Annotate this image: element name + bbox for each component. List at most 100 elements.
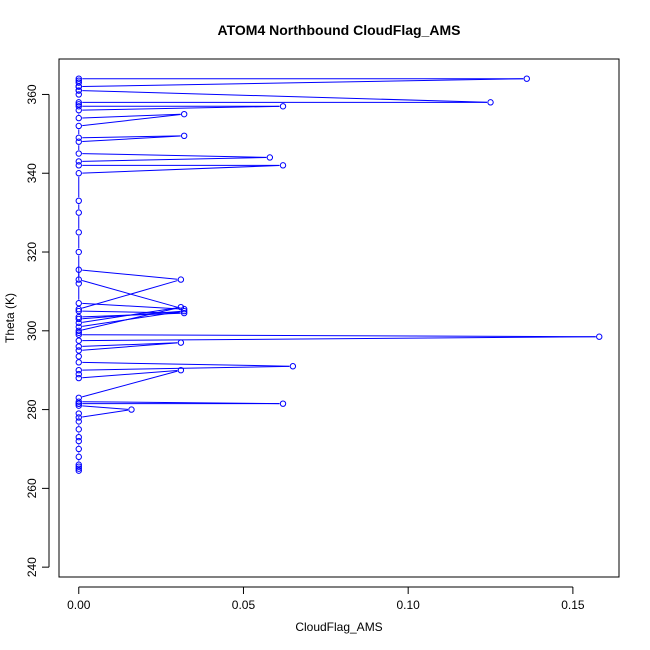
series-line-segment bbox=[82, 302, 181, 310]
series-line-segment bbox=[82, 113, 181, 119]
data-point bbox=[75, 461, 82, 468]
y-tick-label: 300 bbox=[25, 320, 39, 340]
y-tick-label: 280 bbox=[25, 399, 39, 419]
data-point bbox=[279, 400, 287, 407]
series-line-segment bbox=[82, 361, 290, 367]
data-point bbox=[75, 329, 82, 336]
data-point bbox=[75, 445, 82, 453]
data-point bbox=[75, 197, 82, 205]
data-point bbox=[487, 99, 494, 106]
y-tick-label: 240 bbox=[25, 557, 39, 577]
series-line-segment bbox=[82, 164, 280, 174]
chart-title: ATOM4 Northbound CloudFlag_AMS bbox=[218, 22, 461, 38]
x-tick-label: 0.05 bbox=[232, 598, 256, 612]
data-point bbox=[75, 394, 82, 401]
data-point bbox=[75, 337, 82, 344]
data-point bbox=[75, 280, 82, 287]
data-point bbox=[279, 103, 287, 110]
series-line-segment bbox=[82, 401, 280, 405]
series-line-segment bbox=[82, 334, 596, 338]
data-point bbox=[75, 414, 82, 421]
data-point bbox=[180, 132, 188, 140]
data-point bbox=[180, 309, 188, 317]
data-point bbox=[75, 77, 82, 84]
x-tick-label: 0.00 bbox=[67, 598, 91, 612]
data-point bbox=[75, 323, 82, 331]
series-line-segment bbox=[81, 280, 181, 309]
series-line-segment bbox=[82, 135, 181, 139]
data-point bbox=[75, 465, 82, 472]
data-point bbox=[266, 154, 274, 161]
x-tick-label: 0.15 bbox=[561, 598, 585, 612]
data-point bbox=[279, 162, 287, 169]
data-point bbox=[75, 319, 82, 327]
data-point bbox=[75, 158, 82, 165]
data-point bbox=[177, 303, 185, 311]
data-point bbox=[75, 107, 82, 114]
series-line-segment bbox=[82, 153, 267, 158]
data-point bbox=[75, 366, 82, 374]
data-point bbox=[75, 307, 82, 315]
data-point bbox=[75, 101, 82, 108]
data-point bbox=[75, 315, 82, 323]
data-point bbox=[75, 79, 82, 86]
data-point bbox=[75, 400, 82, 407]
data-point bbox=[177, 276, 185, 283]
data-point bbox=[75, 91, 82, 98]
data-point bbox=[180, 307, 188, 315]
data-point bbox=[75, 229, 82, 236]
data-point bbox=[75, 331, 82, 338]
data-point bbox=[523, 75, 530, 82]
data-point bbox=[75, 300, 82, 307]
data-point bbox=[75, 437, 82, 445]
data-point bbox=[75, 402, 82, 409]
data-point bbox=[75, 99, 82, 106]
series-line-segment bbox=[82, 336, 596, 342]
series-line-segment bbox=[82, 405, 129, 410]
series-line-segment bbox=[82, 78, 524, 88]
data-point bbox=[75, 87, 82, 94]
series-line-segment bbox=[82, 114, 181, 127]
data-point bbox=[177, 366, 185, 374]
data-point bbox=[75, 418, 82, 425]
series-line-segment bbox=[82, 342, 178, 351]
data-point bbox=[75, 426, 82, 433]
y-tick-label: 340 bbox=[25, 163, 39, 183]
data-point bbox=[177, 339, 185, 346]
data-point bbox=[75, 162, 82, 169]
data-point bbox=[180, 110, 188, 118]
data-point bbox=[75, 343, 82, 350]
data-point bbox=[75, 75, 82, 82]
series-line-segment bbox=[82, 135, 181, 143]
series-line-segment bbox=[82, 157, 267, 162]
y-tick-label: 320 bbox=[25, 242, 39, 262]
x-tick-label: 0.10 bbox=[396, 598, 420, 612]
data-point bbox=[75, 248, 82, 256]
data-point bbox=[75, 374, 82, 382]
data-point bbox=[75, 467, 82, 474]
data-point bbox=[75, 353, 82, 360]
series-line-segment bbox=[82, 269, 178, 280]
data-point bbox=[75, 453, 82, 461]
plot-frame bbox=[58, 58, 620, 578]
series-line-segment bbox=[82, 90, 488, 103]
data-point bbox=[75, 103, 82, 110]
series-line-segment bbox=[82, 310, 181, 314]
data-point bbox=[75, 150, 82, 157]
data-point bbox=[75, 83, 82, 90]
data-point bbox=[75, 327, 82, 335]
data-point bbox=[75, 359, 82, 366]
data-point bbox=[75, 313, 82, 321]
data-point bbox=[75, 266, 82, 273]
x-axis-label: CloudFlag_AMS bbox=[295, 620, 382, 634]
data-point bbox=[75, 410, 82, 417]
data-point bbox=[289, 363, 297, 370]
y-tick-label: 360 bbox=[25, 84, 39, 104]
data-point bbox=[75, 433, 82, 441]
data-point bbox=[128, 406, 135, 413]
data-point bbox=[75, 305, 82, 313]
data-point bbox=[75, 134, 82, 141]
series-line-segment bbox=[82, 369, 178, 379]
data-point bbox=[75, 209, 82, 216]
